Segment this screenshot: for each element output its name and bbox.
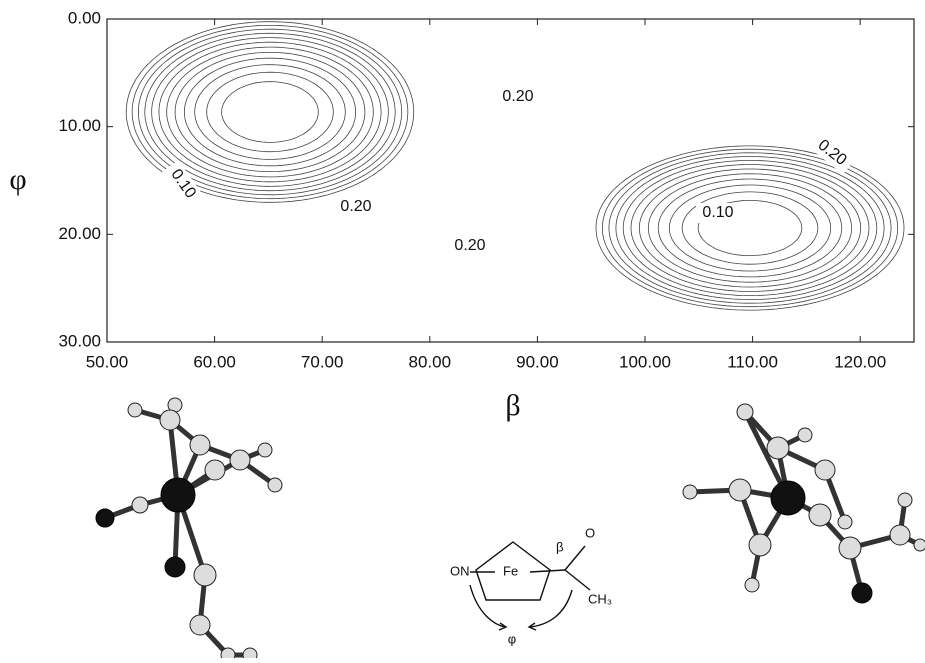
contour-label: 0.10 xyxy=(702,204,733,221)
contour-label: 0.20 xyxy=(454,237,485,254)
figure: 0.200.200.100.200.100.2050.0060.0070.008… xyxy=(0,0,925,658)
contour-line xyxy=(175,52,852,282)
scheme-label: ON xyxy=(450,563,470,578)
y-tick-label: 30.00 xyxy=(58,331,101,350)
contour-line xyxy=(167,47,861,287)
scheme-label: CH₃ xyxy=(588,591,612,606)
y-tick-label: 0.00 xyxy=(68,8,101,27)
contour-label: 0.20 xyxy=(502,88,533,105)
x-tick-label: 60.00 xyxy=(193,352,236,371)
y-tick-label: 20.00 xyxy=(58,224,101,243)
x-tick-label: 110.00 xyxy=(727,352,778,371)
x-axis-label: β xyxy=(505,389,520,422)
scheme-label: O xyxy=(585,525,595,540)
y-axis-label: φ xyxy=(9,163,26,196)
page: {"chart_data": {"type": "contour", "x_la… xyxy=(0,0,925,658)
scheme-label: β xyxy=(556,539,563,554)
contour-line xyxy=(222,82,802,256)
x-tick-label: 90.00 xyxy=(516,352,559,371)
x-tick-label: 120.00 xyxy=(834,352,886,371)
x-tick-label: 80.00 xyxy=(409,352,452,371)
molecule-left xyxy=(96,398,282,658)
molecule-right xyxy=(683,404,925,603)
scheme-label: φ xyxy=(508,631,516,646)
contour-line xyxy=(159,42,869,291)
x-tick-label: 100.00 xyxy=(619,352,671,371)
scheme xyxy=(470,542,590,630)
contour-line xyxy=(132,25,898,306)
contour-label: 0.20 xyxy=(340,198,371,215)
scheme-label: Fe xyxy=(503,563,518,578)
plot-frame xyxy=(107,19,914,342)
contour-line xyxy=(152,38,877,296)
x-tick-label: 70.00 xyxy=(301,352,344,371)
x-tick-label: 50.00 xyxy=(86,352,129,371)
contour-line xyxy=(126,22,904,310)
y-tick-label: 10.00 xyxy=(58,116,101,135)
